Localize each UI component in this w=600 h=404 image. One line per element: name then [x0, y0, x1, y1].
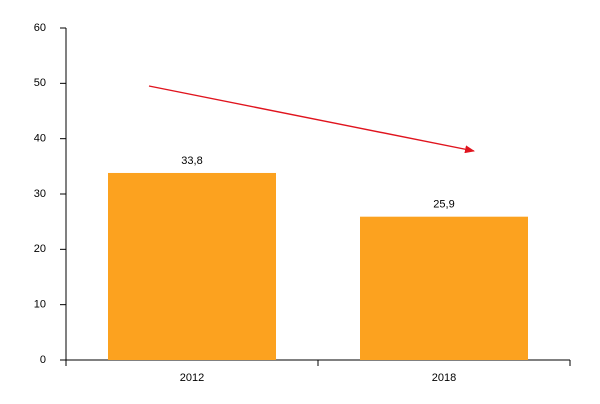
- trend-arrow: [148, 85, 475, 154]
- x-tick-label: 2018: [432, 372, 456, 384]
- value-label: 33,8: [181, 155, 202, 167]
- x-tick-label: 2012: [180, 372, 204, 384]
- y-tick-label: 40: [34, 133, 46, 145]
- bar: [360, 216, 528, 360]
- y-tick-label: 60: [34, 22, 46, 34]
- value-label: 25,9: [433, 199, 454, 211]
- y-tick-label: 20: [34, 243, 46, 255]
- y-tick-label: 30: [34, 188, 46, 200]
- y-tick-label: 0: [40, 354, 46, 366]
- y-tick-label: 10: [34, 299, 46, 311]
- y-tick-label: 50: [34, 77, 46, 89]
- bar: [108, 172, 276, 360]
